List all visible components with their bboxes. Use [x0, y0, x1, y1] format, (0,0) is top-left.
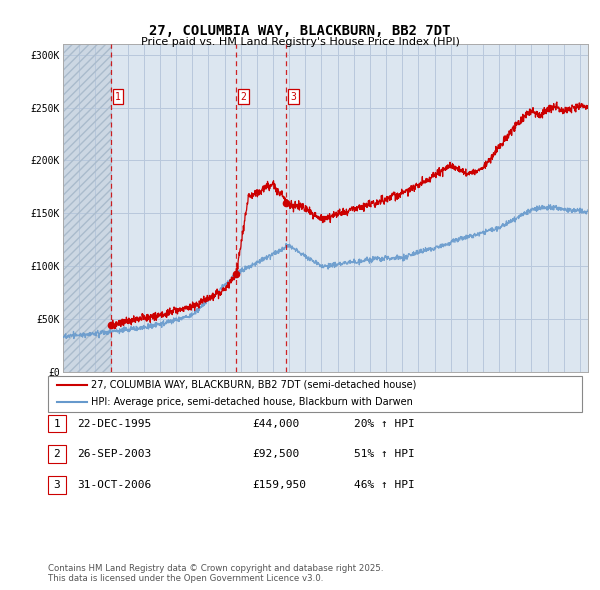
Text: 1: 1 — [115, 91, 121, 101]
Text: 22-DEC-1995: 22-DEC-1995 — [77, 419, 151, 428]
Text: £92,500: £92,500 — [252, 450, 299, 459]
Text: 51% ↑ HPI: 51% ↑ HPI — [354, 450, 415, 459]
Text: 46% ↑ HPI: 46% ↑ HPI — [354, 480, 415, 490]
Text: 3: 3 — [290, 91, 296, 101]
Bar — [63, 44, 112, 372]
Text: 1: 1 — [53, 419, 61, 428]
Text: £159,950: £159,950 — [252, 480, 306, 490]
Text: 31-OCT-2006: 31-OCT-2006 — [77, 480, 151, 490]
Text: 20% ↑ HPI: 20% ↑ HPI — [354, 419, 415, 428]
Text: £44,000: £44,000 — [252, 419, 299, 428]
Text: 2: 2 — [53, 450, 61, 459]
Text: 2: 2 — [241, 91, 246, 101]
Text: Price paid vs. HM Land Registry's House Price Index (HPI): Price paid vs. HM Land Registry's House … — [140, 37, 460, 47]
Text: 3: 3 — [53, 480, 61, 490]
Text: 26-SEP-2003: 26-SEP-2003 — [77, 450, 151, 459]
Text: 27, COLUMBIA WAY, BLACKBURN, BB2 7DT (semi-detached house): 27, COLUMBIA WAY, BLACKBURN, BB2 7DT (se… — [91, 380, 416, 389]
Text: Contains HM Land Registry data © Crown copyright and database right 2025.
This d: Contains HM Land Registry data © Crown c… — [48, 563, 383, 583]
Bar — [63, 44, 112, 372]
Text: HPI: Average price, semi-detached house, Blackburn with Darwen: HPI: Average price, semi-detached house,… — [91, 398, 413, 407]
Text: 27, COLUMBIA WAY, BLACKBURN, BB2 7DT: 27, COLUMBIA WAY, BLACKBURN, BB2 7DT — [149, 24, 451, 38]
